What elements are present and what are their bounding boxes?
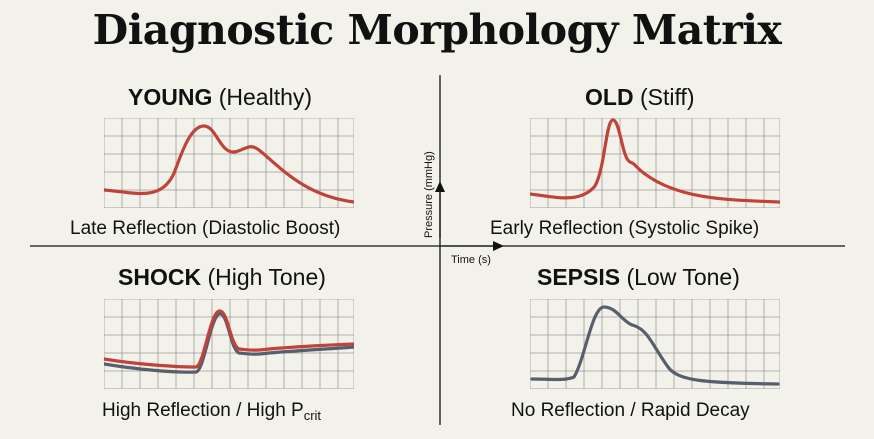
young-waveform-plot xyxy=(104,118,354,208)
old-title: OLD (Stiff) xyxy=(585,84,695,110)
shock-title: SHOCK (High Tone) xyxy=(118,264,326,290)
shock-caption: High Reflection / High Pcrit xyxy=(102,400,322,423)
sepsis-waveform-plot xyxy=(530,299,780,389)
pressure-arrow-head xyxy=(435,181,445,192)
young-caption: Late Reflection (Diastolic Boost) xyxy=(70,218,341,239)
old-waveform-plot xyxy=(530,118,780,208)
sepsis-title: SEPSIS (Low Tone) xyxy=(537,264,740,290)
y-axis-label: Pressure (mmHg) xyxy=(423,151,435,238)
shock-waveform-plot xyxy=(104,299,354,389)
time-arrow-head xyxy=(493,241,504,251)
sepsis-caption: No Reflection / Rapid Decay xyxy=(511,400,750,421)
young-waveform xyxy=(104,124,354,204)
x-axis-label: Time (s) xyxy=(451,254,491,266)
young-title: YOUNG (Healthy) xyxy=(128,84,313,110)
old-waveform xyxy=(530,118,780,204)
old-caption: Early Reflection (Systolic Spike) xyxy=(490,218,760,239)
page-title: Diagnostic Morphology Matrix xyxy=(92,6,782,54)
sepsis-waveform xyxy=(530,305,780,386)
shock-waveform-red xyxy=(104,309,354,369)
